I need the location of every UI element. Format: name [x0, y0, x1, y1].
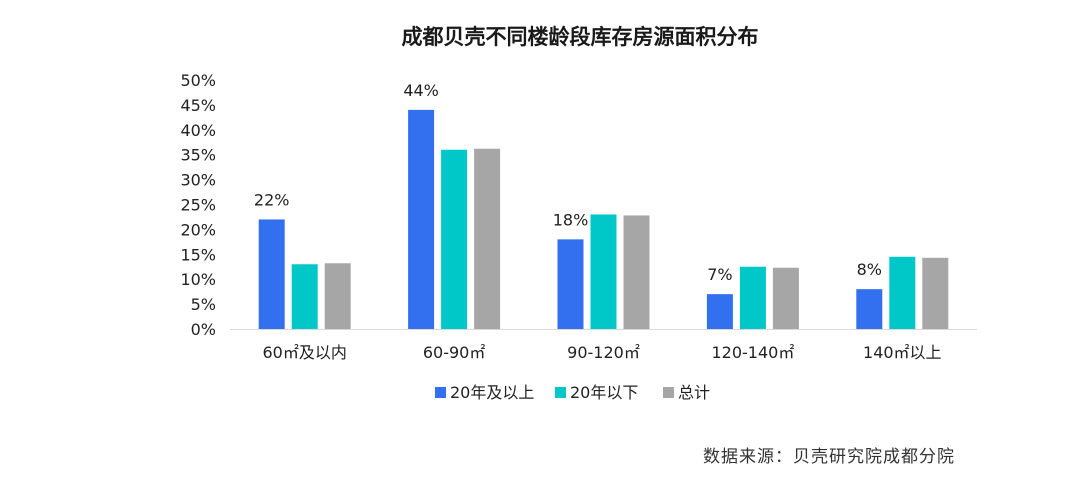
bar: [441, 149, 468, 329]
y-tick-label: 20%: [180, 220, 216, 239]
legend-swatch: [555, 387, 566, 398]
bar: [623, 215, 650, 329]
legend-label: 20年以下: [570, 383, 638, 402]
category-label: 90-120㎡: [567, 343, 640, 362]
y-axis: 0% 5% 10% 15% 20% 25% 30% 35% 40% 45% 50%: [180, 71, 216, 339]
y-tick-label: 30%: [180, 171, 216, 190]
bar: [706, 294, 733, 329]
category-label: 60㎡及以内: [263, 343, 347, 362]
data-labels: 22% 44% 18% 7% 8%: [254, 81, 882, 284]
y-tick-label: 0%: [191, 320, 216, 339]
bar: [889, 256, 916, 329]
data-label: 18%: [553, 210, 589, 229]
y-tick-label: 40%: [180, 121, 216, 140]
data-label: 7%: [707, 265, 732, 284]
data-label: 22%: [254, 190, 290, 209]
x-axis: 60㎡及以内 60-90㎡ 90-120㎡ 120-140㎡ 140㎡以上: [230, 329, 977, 362]
bar: [772, 267, 799, 329]
bars: [258, 109, 949, 329]
bar: [557, 239, 584, 329]
y-tick-label: 50%: [180, 71, 216, 90]
source-note: 数据来源：贝壳研究院成都分院: [703, 447, 955, 467]
y-tick-label: 10%: [180, 270, 216, 289]
data-label: 8%: [857, 260, 882, 279]
bar: [922, 257, 949, 329]
bar: [258, 219, 285, 329]
y-tick-label: 35%: [180, 146, 216, 165]
bar: [590, 214, 617, 329]
legend-swatch: [663, 387, 674, 398]
legend-label: 总计: [678, 383, 710, 402]
bar: [739, 266, 766, 329]
bar: [291, 264, 318, 329]
category-label: 140㎡以上: [863, 343, 942, 362]
y-tick-label: 25%: [180, 196, 216, 215]
category-label: 120-140㎡: [711, 343, 794, 362]
y-tick-label: 15%: [180, 245, 216, 264]
chart-title: 成都贝壳不同楼龄段库存房源面积分布: [402, 25, 759, 49]
data-label: 44%: [403, 81, 439, 100]
bar: [324, 263, 351, 329]
bar: [474, 148, 501, 329]
bar: [856, 289, 883, 329]
legend-swatch: [435, 387, 446, 398]
y-tick-label: 5%: [191, 295, 216, 314]
legend-label: 20年及以上: [450, 383, 534, 402]
bar: [408, 109, 435, 329]
category-label: 60-90㎡: [423, 343, 486, 362]
legend: 20年及以上 20年以下 总计: [435, 383, 710, 402]
y-tick-label: 45%: [180, 96, 216, 115]
